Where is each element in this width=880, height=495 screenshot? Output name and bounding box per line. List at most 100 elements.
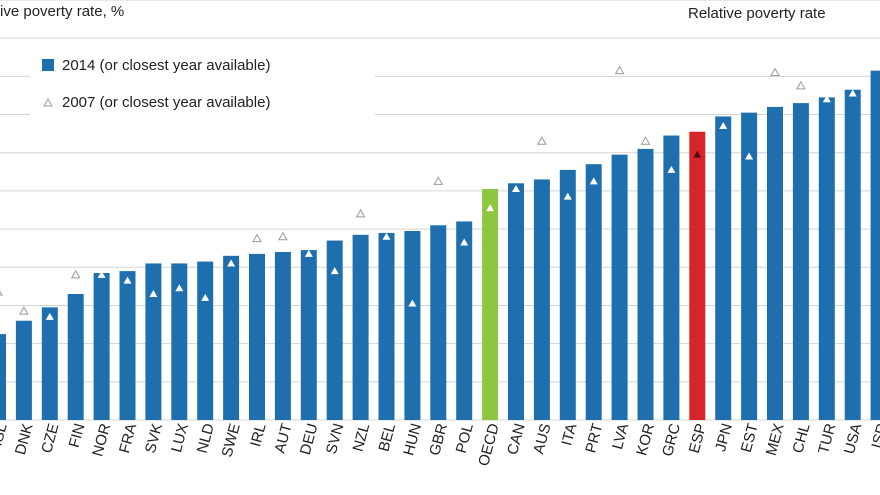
bar	[326, 240, 343, 420]
marker-2007	[175, 284, 184, 292]
marker-2007	[486, 204, 495, 212]
x-tick-label: CAN	[504, 422, 529, 457]
marker-2007	[460, 238, 469, 246]
x-tick-label: USA	[841, 422, 865, 456]
bar	[93, 273, 110, 420]
x-tick-label: DEU	[297, 422, 322, 457]
marker-2007	[848, 89, 857, 97]
marker-2007	[537, 136, 547, 145]
bar	[404, 231, 421, 420]
marker-2007	[45, 312, 54, 320]
marker-2007	[408, 299, 417, 307]
bar	[533, 179, 550, 420]
marker-2007	[512, 185, 520, 192]
marker-2007	[614, 65, 625, 75]
legend-swatch	[42, 59, 54, 71]
bar	[637, 148, 654, 420]
x-tick-label: NZL	[350, 422, 374, 454]
marker-2007	[796, 80, 806, 90]
marker-2007	[640, 136, 651, 145]
bar	[274, 252, 291, 420]
marker-2007	[123, 276, 132, 284]
marker-2007	[745, 152, 754, 160]
x-tick-label: ESP	[686, 422, 710, 455]
legend-swatch	[43, 97, 53, 107]
marker-2007	[382, 232, 391, 240]
marker-2007	[97, 270, 106, 278]
bar	[352, 234, 369, 420]
marker-2007	[0, 290, 3, 296]
marker-2007	[330, 267, 339, 275]
marker-2007	[19, 306, 29, 315]
bar	[611, 154, 628, 421]
x-tick-label: FIN	[66, 422, 89, 450]
x-tick-label: AUS	[530, 422, 554, 456]
marker-2007	[355, 208, 366, 218]
bar	[482, 189, 499, 420]
marker-2007	[693, 150, 702, 158]
x-tick-label: PRT	[582, 422, 606, 455]
x-tick-label: SWE	[219, 422, 244, 459]
bar	[689, 131, 706, 420]
marker-2007	[589, 177, 598, 185]
bar	[559, 169, 576, 420]
bar	[223, 255, 240, 420]
bar	[171, 263, 188, 420]
x-tick-label: POL	[453, 422, 477, 455]
x-tick-label: NLD	[194, 422, 218, 456]
bar	[300, 250, 317, 420]
x-tick-label: GRC	[659, 422, 684, 459]
marker-2007	[563, 192, 572, 200]
x-tick-label: EST	[738, 422, 762, 455]
marker-2007	[433, 176, 444, 185]
bar	[792, 103, 809, 420]
x-tick-label: LUX	[168, 422, 192, 455]
x-tick-label: ISR	[868, 422, 880, 451]
x-tick-label: NOR	[89, 422, 114, 459]
x-tick-label: IRL	[247, 422, 269, 449]
marker-2007	[149, 290, 158, 297]
marker-2007	[770, 67, 780, 77]
bar	[119, 271, 136, 420]
bar	[585, 164, 602, 420]
x-tick-label: LVA	[609, 422, 632, 452]
x-tick-label: OECD	[475, 422, 503, 468]
x-tick-label: AUT	[271, 422, 295, 455]
bar	[663, 135, 680, 420]
x-tick-label: ISL	[0, 422, 11, 448]
legend-label: 2014 (or closest year available)	[62, 57, 270, 74]
marker-2007	[252, 233, 262, 243]
x-tick-label: SVK	[142, 422, 166, 455]
bar	[870, 70, 880, 421]
bar	[0, 334, 6, 420]
bar	[508, 183, 524, 420]
bar	[715, 116, 732, 421]
x-tick-label: ITA	[558, 422, 580, 448]
x-tick-label: SVN	[323, 422, 347, 456]
x-tick-label: GBR	[426, 422, 451, 458]
bar	[767, 106, 783, 420]
y-axis-label-right: Relative poverty rate	[688, 5, 826, 22]
bar	[41, 307, 58, 420]
bar	[197, 261, 214, 420]
x-tick-label: TUR	[815, 422, 839, 456]
bar	[818, 97, 835, 420]
bar	[741, 112, 758, 421]
bar	[67, 294, 84, 420]
y-axis-label-left: Relative poverty rate, %	[0, 3, 124, 20]
bar	[249, 253, 265, 420]
marker-2007	[278, 231, 288, 241]
marker-2007	[304, 249, 313, 257]
x-tick-label: CZE	[38, 422, 62, 455]
legend-label: 2007 (or closest year available)	[62, 94, 270, 111]
bar	[430, 225, 447, 420]
legend-background	[30, 50, 375, 118]
bar	[844, 89, 861, 421]
x-tick-label: JPN	[712, 422, 736, 454]
marker-2007	[719, 122, 728, 129]
x-tick-label: BEL	[375, 422, 399, 454]
marker-2007	[822, 95, 831, 103]
bar	[15, 320, 32, 420]
bar	[145, 263, 162, 420]
